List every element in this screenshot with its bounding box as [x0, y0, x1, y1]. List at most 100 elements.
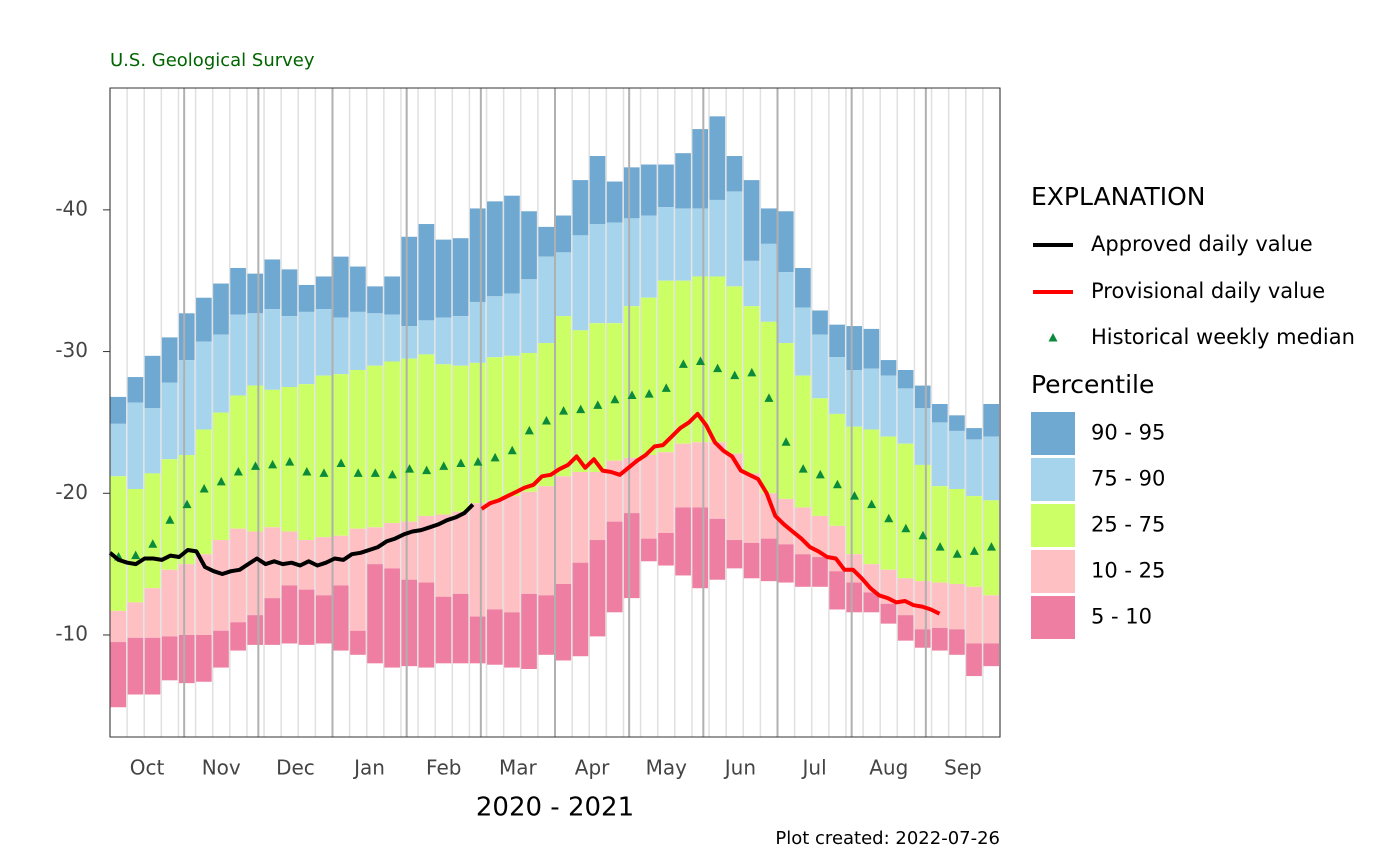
percentile-bar	[743, 542, 760, 579]
percentile-bar	[281, 585, 298, 644]
percentile-bar	[350, 630, 366, 655]
percentile-bar	[538, 595, 554, 655]
percentile-bar	[675, 208, 691, 281]
x-tick-label: Sep	[944, 756, 982, 780]
percentile-bar	[161, 569, 178, 637]
percentile-bar	[418, 582, 435, 668]
percentile-bar	[213, 540, 229, 631]
percentile-bar	[966, 496, 982, 587]
x-tick-label: Nov	[202, 756, 241, 780]
median-marker	[661, 383, 671, 392]
percentile-bar	[778, 498, 794, 545]
legend-swatch	[1031, 504, 1075, 547]
percentile-bar	[298, 540, 315, 590]
percentile-bar	[914, 629, 931, 648]
percentile-bar	[230, 267, 246, 315]
percentile-bar	[127, 489, 144, 603]
legend-swatch	[1031, 550, 1075, 593]
median-marker	[473, 457, 483, 466]
percentile-bar	[589, 540, 606, 637]
percentile-bar	[641, 215, 657, 298]
percentile-bar	[144, 637, 161, 695]
plot-note: Plot created: 2022-07-26	[775, 828, 1000, 849]
y-tick-label: -30	[55, 338, 88, 362]
percentile-bar	[880, 375, 897, 437]
percentile-bar	[487, 357, 503, 501]
percentile-bar	[401, 236, 418, 327]
percentile-bar	[709, 276, 726, 443]
percentile-bar	[110, 642, 127, 708]
median-marker	[781, 437, 791, 446]
percentile-bar	[452, 316, 469, 366]
percentile-bar	[315, 537, 332, 596]
percentile-bar	[178, 360, 195, 456]
percentile-bar	[658, 164, 674, 208]
median-marker	[199, 484, 209, 493]
percentile-bar	[418, 515, 435, 583]
percentile-bar	[897, 615, 914, 641]
percentile-bar	[521, 279, 537, 353]
median-marker	[747, 367, 757, 377]
percentile-bar	[264, 309, 281, 390]
percentile-bar	[487, 500, 503, 610]
legend-swatch	[1031, 596, 1075, 639]
percentile-bar	[760, 243, 777, 322]
percentile-bar	[846, 369, 863, 427]
percentile-bar	[555, 476, 572, 584]
percentile-bar	[401, 579, 418, 667]
percentile-bar	[401, 326, 418, 359]
percentile-bar	[333, 256, 349, 318]
percentile-bar	[658, 532, 674, 566]
percentile-bar	[932, 403, 948, 423]
x-tick-label: Mar	[499, 756, 538, 780]
percentile-bar	[914, 464, 931, 582]
median-marker	[832, 479, 842, 489]
median-marker	[439, 461, 449, 470]
percentile-bar	[418, 224, 435, 321]
percentile-bar	[658, 452, 674, 533]
percentile-bar	[367, 564, 383, 664]
percentile-bar	[966, 439, 982, 497]
percentile-bar	[863, 592, 880, 613]
percentile-bar	[692, 208, 709, 277]
median-marker	[576, 404, 586, 414]
median-marker	[764, 393, 774, 402]
percentile-bar	[504, 293, 520, 356]
percentile-bar	[589, 156, 606, 225]
percentile-bar	[795, 554, 811, 587]
legend-label: 10 - 25	[1091, 559, 1165, 583]
percentile-bar	[144, 408, 161, 474]
percentile-bar	[247, 385, 264, 532]
legend-label: Provisional daily value	[1091, 279, 1325, 303]
median-marker	[730, 370, 740, 380]
percentile-bar	[949, 629, 965, 655]
percentile-bar	[966, 643, 982, 677]
percentile-bar	[144, 588, 161, 638]
percentile-bar	[949, 489, 965, 584]
percentile-bar	[452, 238, 469, 317]
percentile-bar	[932, 486, 948, 583]
percentile-bar	[778, 211, 794, 273]
percentile-bar	[196, 554, 212, 635]
x-tick-label: Dec	[276, 756, 315, 780]
percentile-bar	[932, 422, 948, 487]
median-marker	[387, 469, 397, 479]
percentile-bar	[144, 355, 161, 409]
percentile-bar	[178, 634, 195, 684]
percentile-bar	[435, 364, 452, 515]
y-tick-label: -40	[55, 196, 88, 220]
percentile-bar	[298, 589, 315, 645]
median-marker	[490, 452, 500, 462]
median-marker	[901, 523, 911, 533]
percentile-bar	[897, 578, 914, 616]
percentile-bar	[949, 583, 965, 630]
median-marker	[336, 458, 346, 468]
percentile-bar	[863, 429, 880, 565]
percentile-bar	[880, 360, 897, 376]
median-marker	[559, 406, 569, 415]
percentile-bar	[213, 334, 229, 413]
median-marker	[952, 549, 962, 558]
percentile-bar	[161, 337, 178, 383]
x-tick-label: May	[646, 756, 688, 780]
median-marker	[216, 476, 226, 486]
